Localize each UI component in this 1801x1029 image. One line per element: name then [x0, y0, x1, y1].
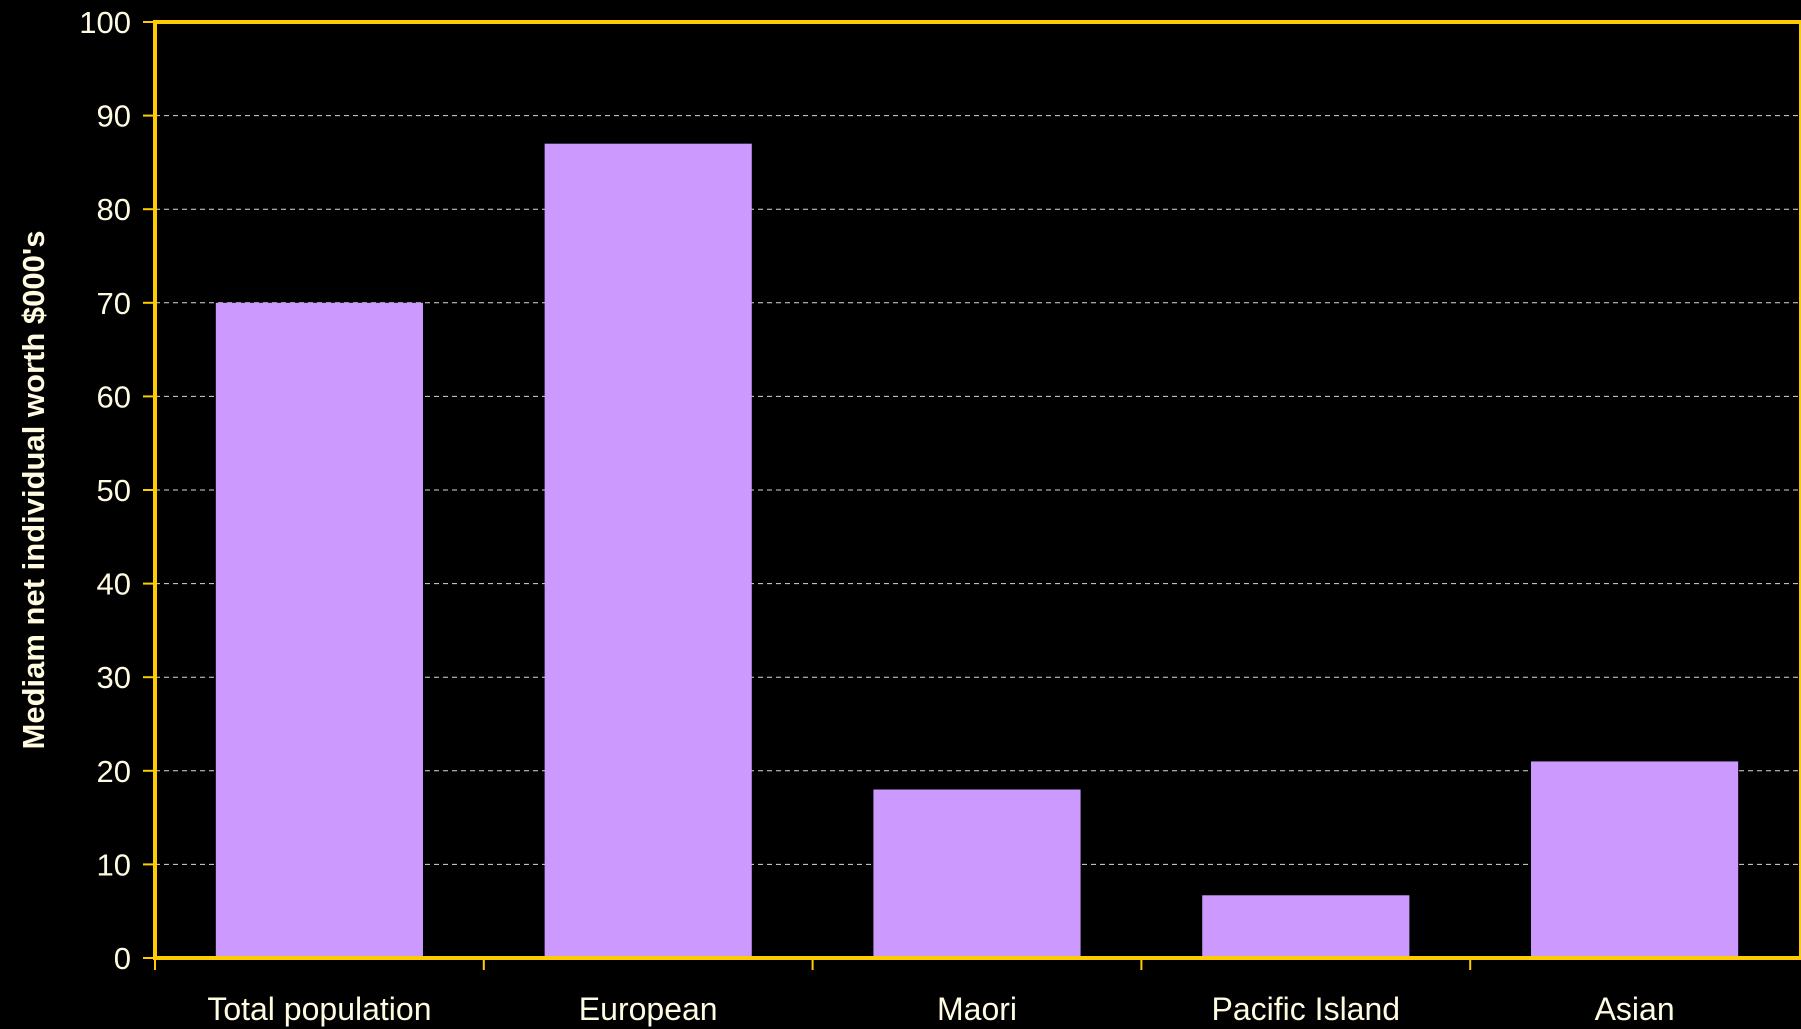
y-tick-label: 70: [97, 286, 131, 321]
y-tick-label: 90: [97, 99, 131, 134]
gridlines: [155, 115, 1801, 865]
y-axis-title: Mediam net individual worth $000's: [16, 231, 51, 750]
y-tick-label: 0: [114, 941, 131, 976]
y-tick-label: 100: [79, 5, 131, 40]
bar-maori: [873, 789, 1081, 958]
y-tick-label: 80: [97, 192, 131, 227]
x-category-label: European: [579, 991, 718, 1027]
y-tick-label: 20: [97, 754, 131, 789]
y-tick-label: 50: [97, 473, 131, 508]
y-tick-label: 40: [97, 567, 131, 602]
x-category-label: Total population: [207, 991, 431, 1027]
x-category-labels: Total population European Maori Pacific Isl…: [207, 991, 1674, 1027]
y-tick-label: 60: [97, 379, 131, 414]
axis-ticks: [143, 21, 1472, 970]
y-tick-label: 30: [97, 660, 131, 695]
y-tick-label: 10: [97, 847, 131, 882]
bar-pacific-island: [1202, 895, 1410, 958]
y-tick-labels: 0 10 20 30 40 50 60 70 80 90 100: [79, 5, 131, 976]
bar-total-population: [215, 302, 423, 958]
x-category-label: Maori: [937, 991, 1017, 1027]
bar-asian: [1531, 761, 1739, 958]
bar-european: [544, 143, 752, 958]
x-category-label: Asian: [1595, 991, 1675, 1027]
x-category-label: Pacific Island: [1212, 991, 1401, 1027]
bars: [215, 143, 1739, 958]
